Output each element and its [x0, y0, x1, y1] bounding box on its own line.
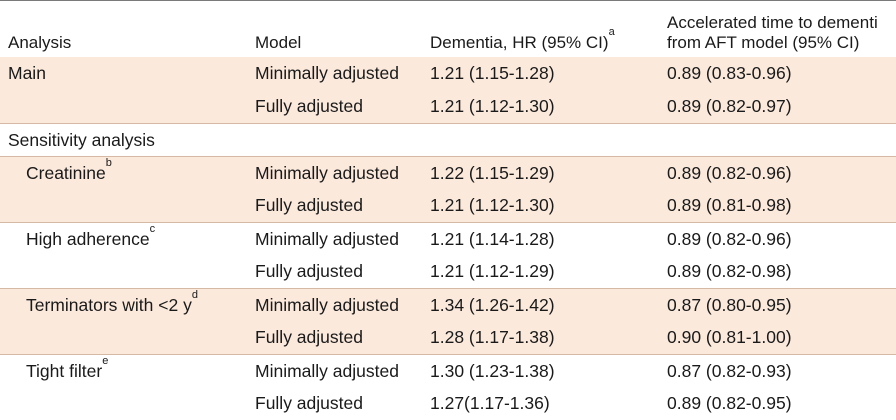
table-row: Creatinineb Minimally adjusted 1.22 (1.1… [0, 156, 896, 189]
row-model: Minimally adjusted [255, 229, 399, 249]
row-aft: 0.89 (0.82-0.95) [667, 393, 792, 413]
footnote-marker: e [102, 355, 109, 368]
row-hr: 1.34 (1.26-1.42) [430, 295, 555, 315]
header-aft: Accelerated time to dementi from AFT mode… [667, 13, 878, 53]
row-model: Fully adjusted [255, 195, 363, 215]
table-row: Fully adjusted 1.27(1.17-1.36) 0.89 (0.8… [0, 387, 896, 420]
row-analysis-label: Creatinine [26, 163, 106, 183]
row-aft: 0.87 (0.80-0.95) [667, 295, 792, 315]
row-model: Minimally adjusted [255, 361, 399, 381]
row-aft: 0.89 (0.82-0.96) [667, 229, 792, 249]
row-model: Minimally adjusted [255, 163, 399, 183]
row-hr: 1.21 (1.12-1.30) [430, 195, 555, 215]
row-hr: 1.30 (1.23-1.38) [430, 361, 555, 381]
header-hr: Dementia, HR (95% CI)a [430, 27, 615, 53]
row-analysis: Sensitivity analysis [8, 130, 155, 150]
row-aft: 0.89 (0.81-0.98) [667, 195, 792, 215]
table-row: Terminators with <2 yd Minimally adjuste… [0, 288, 896, 321]
header-aft-line2: from AFT model (95% CI) [667, 33, 860, 52]
row-model: Fully adjusted [255, 327, 363, 347]
table-row: Fully adjusted 1.21 (1.12-1.30) 0.89 (0.… [0, 90, 896, 123]
footnote-marker: d [191, 289, 198, 302]
header-analysis: Analysis [8, 33, 72, 52]
row-hr: 1.27(1.17-1.36) [430, 393, 550, 413]
row-analysis: Terminators with <2 yd [26, 289, 198, 322]
row-aft: 0.89 (0.82-0.97) [667, 96, 792, 116]
row-model: Minimally adjusted [255, 295, 399, 315]
row-analysis: High adherencec [26, 223, 155, 256]
row-model: Fully adjusted [255, 96, 363, 116]
header-model: Model [255, 33, 302, 52]
table-row: High adherencec Minimally adjusted 1.21 … [0, 222, 896, 255]
table-row: Tight filtere Minimally adjusted 1.30 (1… [0, 354, 896, 387]
row-aft: 0.89 (0.82-0.98) [667, 261, 792, 281]
row-analysis-label: High adherence [26, 229, 150, 249]
row-hr: 1.21 (1.15-1.28) [430, 63, 555, 83]
footnote-marker: c [149, 223, 156, 236]
row-hr: 1.21 (1.14-1.28) [430, 229, 555, 249]
row-aft: 0.87 (0.82-0.93) [667, 361, 792, 381]
row-aft: 0.89 (0.82-0.96) [667, 163, 792, 183]
row-model: Fully adjusted [255, 261, 363, 281]
table-row: Fully adjusted 1.28 (1.17-1.38) 0.90 (0.… [0, 321, 896, 354]
table-row: Fully adjusted 1.21 (1.12-1.30) 0.89 (0.… [0, 189, 896, 222]
header-hr-footnote: a [608, 26, 615, 39]
row-analysis-label: Tight filter [26, 361, 103, 381]
row-analysis: Creatinineb [26, 157, 112, 190]
table-row: Fully adjusted 1.21 (1.12-1.29) 0.89 (0.… [0, 255, 896, 288]
row-model: Minimally adjusted [255, 63, 399, 83]
row-analysis: Main [8, 57, 46, 90]
footnote-marker: b [105, 157, 112, 170]
row-hr: 1.21 (1.12-1.30) [430, 96, 555, 116]
table-header: Analysis Model Dementia, HR (95% CI)a Ac… [0, 1, 896, 58]
row-model: Fully adjusted [255, 393, 363, 413]
row-aft: 0.89 (0.83-0.96) [667, 63, 792, 83]
table-row: Main Minimally adjusted 1.21 (1.15-1.28)… [0, 57, 896, 90]
row-analysis-label: Main [8, 63, 46, 83]
row-hr: 1.21 (1.12-1.29) [430, 261, 555, 281]
row-analysis: Tight filtere [26, 355, 108, 388]
row-aft: 0.90 (0.81-1.00) [667, 327, 792, 347]
row-hr: 1.22 (1.15-1.29) [430, 163, 555, 183]
row-analysis-label: Terminators with <2 y [26, 295, 192, 315]
header-aft-line1: Accelerated time to dementi [667, 13, 878, 32]
row-hr: 1.28 (1.17-1.38) [430, 327, 555, 347]
header-hr-label: Dementia, HR (95% CI) [430, 33, 609, 52]
table-row: Sensitivity analysis [0, 123, 896, 156]
